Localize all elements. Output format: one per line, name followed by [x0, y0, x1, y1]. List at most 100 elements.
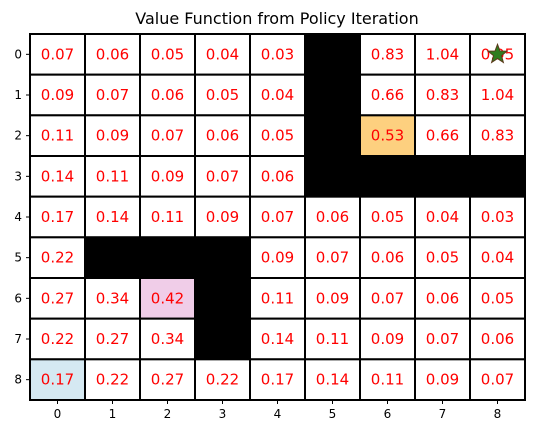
value-label: 0.11 — [261, 289, 294, 307]
value-label: 0.04 — [426, 208, 459, 226]
value-label: 0.42 — [151, 289, 184, 307]
value-label: 0.27 — [41, 289, 74, 307]
value-label: 0.83 — [426, 86, 459, 104]
value-label: 0.66 — [426, 127, 459, 145]
value-label: 0.11 — [96, 167, 129, 185]
value-label: 0.83 — [371, 45, 404, 63]
x-tick-label: 1 — [109, 407, 117, 421]
value-label: 0.14 — [316, 371, 349, 389]
value-label: 0.07 — [316, 249, 349, 267]
value-label: 0.14 — [96, 208, 129, 226]
wall-cell — [305, 115, 360, 156]
value-label: 0.05 — [481, 289, 514, 307]
value-label: 0.07 — [371, 289, 404, 307]
value-label: 0.34 — [151, 330, 184, 348]
value-label: 0.34 — [96, 289, 129, 307]
value-label: 0.04 — [261, 86, 294, 104]
value-label: 0.14 — [41, 167, 74, 185]
value-label: 0.11 — [151, 208, 184, 226]
x-tick-label: 3 — [219, 407, 227, 421]
value-label: 0.07 — [481, 371, 514, 389]
wall-cell — [195, 237, 250, 278]
x-tick-label: 6 — [384, 407, 392, 421]
value-label: 0.22 — [41, 330, 74, 348]
x-tick-label: 8 — [494, 407, 502, 421]
value-label: 0.09 — [371, 330, 404, 348]
y-tick-label: 8 — [14, 373, 22, 387]
value-label: 0.66 — [371, 86, 404, 104]
y-tick-label: 2 — [14, 129, 22, 143]
value-label: 1.04 — [426, 45, 459, 63]
y-tick-label: 4 — [14, 210, 22, 224]
x-tick-label: 5 — [329, 407, 337, 421]
value-label: 0.09 — [316, 289, 349, 307]
value-label: 0.05 — [261, 127, 294, 145]
value-label: 0.53 — [371, 127, 404, 145]
x-tick-label: 2 — [164, 407, 172, 421]
value-label: 0.06 — [481, 330, 514, 348]
value-label: 0.11 — [316, 330, 349, 348]
value-label: 0.06 — [151, 86, 184, 104]
y-tick-label: 6 — [14, 291, 22, 305]
value-label: 0.17 — [261, 371, 294, 389]
chart-title: Value Function from Policy Iteration — [135, 9, 418, 28]
value-label: 0.09 — [206, 208, 239, 226]
wall-cell — [140, 237, 195, 278]
value-labels: 0.070.060.050.040.030.831.040.950.090.07… — [41, 45, 514, 388]
value-label: 0.27 — [96, 330, 129, 348]
x-tick-label: 0 — [54, 407, 62, 421]
value-label: 0.11 — [371, 371, 404, 389]
value-label: 0.07 — [206, 167, 239, 185]
value-label: 0.05 — [426, 249, 459, 267]
value-label: 0.09 — [151, 167, 184, 185]
value-label: 0.03 — [481, 208, 514, 226]
wall-cell — [305, 156, 360, 197]
x-tick-label: 7 — [439, 407, 447, 421]
value-label: 0.06 — [426, 289, 459, 307]
value-label: 1.04 — [481, 86, 514, 104]
value-label: 0.22 — [41, 249, 74, 267]
value-label: 0.05 — [206, 86, 239, 104]
value-label: 0.06 — [206, 127, 239, 145]
wall-cell — [305, 34, 360, 75]
wall-cell — [305, 75, 360, 116]
y-tick-label: 0 — [14, 47, 22, 61]
value-label: 0.05 — [371, 208, 404, 226]
value-label: 0.06 — [96, 45, 129, 63]
wall-cell — [360, 156, 415, 197]
value-label: 0.17 — [41, 208, 74, 226]
value-label: 0.07 — [151, 127, 184, 145]
value-label: 0.09 — [41, 86, 74, 104]
value-label: 0.17 — [41, 371, 74, 389]
wall-cell — [470, 156, 525, 197]
value-label: 0.05 — [151, 45, 184, 63]
y-tick-label: 5 — [14, 251, 22, 265]
value-label: 0.03 — [261, 45, 294, 63]
wall-cell — [85, 237, 140, 278]
value-label: 0.06 — [371, 249, 404, 267]
value-label: 0.07 — [261, 208, 294, 226]
x-axis-ticks: 0 1 2 3 4 5 6 7 8 — [54, 400, 502, 421]
value-label: 0.27 — [151, 371, 184, 389]
value-label: 0.07 — [426, 330, 459, 348]
value-label: 0.07 — [96, 86, 129, 104]
y-axis-ticks: 012345678 — [14, 47, 30, 386]
value-label: 0.14 — [261, 330, 294, 348]
value-label: 0.06 — [261, 167, 294, 185]
value-label: 0.11 — [41, 127, 74, 145]
value-label: 0.83 — [481, 127, 514, 145]
wall-cell — [195, 278, 250, 319]
value-label: 0.04 — [481, 249, 514, 267]
wall-cell — [415, 156, 470, 197]
value-label: 0.07 — [41, 45, 74, 63]
value-label: 0.22 — [96, 371, 129, 389]
value-label: 0.09 — [96, 127, 129, 145]
value-label: 0.09 — [261, 249, 294, 267]
x-tick-label: 4 — [274, 407, 282, 421]
value-label: 0.04 — [206, 45, 239, 63]
y-tick-label: 3 — [14, 169, 22, 183]
wall-cell — [195, 319, 250, 360]
y-tick-label: 1 — [14, 88, 22, 102]
value-label: 0.22 — [206, 371, 239, 389]
